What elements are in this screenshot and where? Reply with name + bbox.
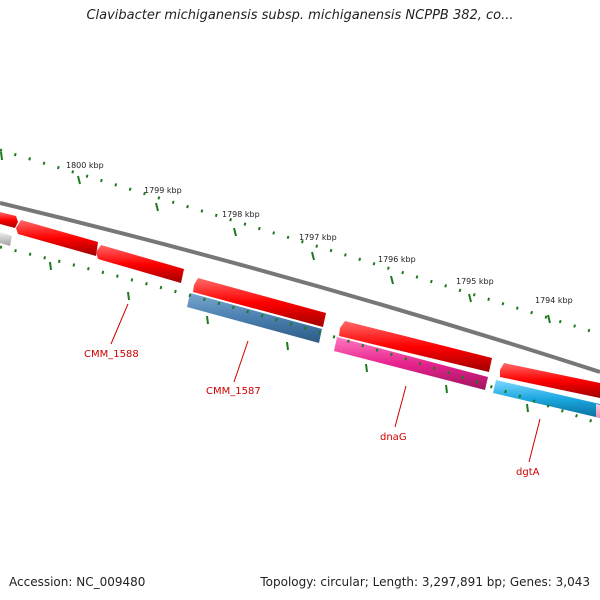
scale-label: 1794 kbp [535,296,573,305]
reverse-cds-feature[interactable] [596,404,600,418]
reverse-cds-track [0,232,600,418]
scale-label: 1795 kbp [456,277,494,286]
forward-cds-feature[interactable] [500,363,600,398]
forward-cds-feature[interactable] [339,321,492,372]
map-title: Clavibacter michiganensis subsp. michiga… [86,8,514,23]
gene-label[interactable]: CMM_1588 [84,349,139,360]
scale-label: 1799 kbp [144,186,182,195]
gene-label[interactable]: dnaG [380,432,407,443]
forward-cds-feature[interactable] [0,212,18,228]
forward-cds-feature[interactable] [193,278,326,327]
forward-cds-track [0,212,600,398]
scale-label: 1798 kbp [222,210,260,219]
scale-label: 1797 kbp [299,233,337,242]
label-leaders [110,303,541,463]
genome-summary: Topology: circular; Length: 3,297,891 bp… [260,575,590,589]
forward-cds-feature[interactable] [16,220,98,256]
gene-label[interactable]: CMM_1587 [206,386,261,397]
accession-text: Accession: NC_009480 [9,575,146,589]
scale-label: 1796 kbp [378,255,416,264]
gene-dnag[interactable] [334,337,488,390]
outer-major-ticks [0,151,551,324]
reverse-cds-feature[interactable] [0,232,12,246]
gene-cmm-1587[interactable] [187,293,322,343]
gene-dgta[interactable] [493,380,600,418]
forward-cds-feature[interactable] [96,245,184,283]
gene-label[interactable]: dgtA [516,467,540,478]
scale-label: 1800 kbp [66,161,104,170]
inner-major-ticks [49,261,529,413]
genome-backbone [0,201,600,374]
